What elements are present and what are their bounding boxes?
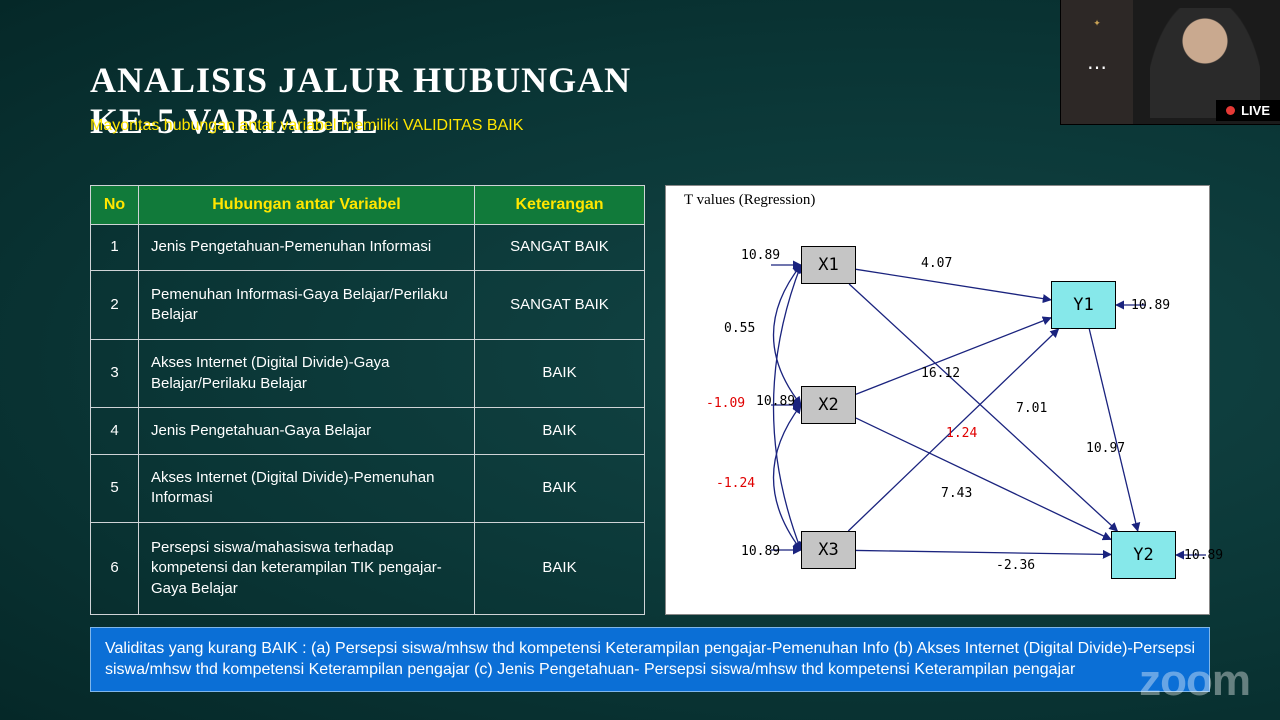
anchor-label: 10.89	[1131, 298, 1170, 313]
table-row: 1Jenis Pengetahuan-Pemenuhan InformasiSA…	[91, 224, 645, 270]
edge-label: 1.24	[946, 426, 977, 441]
cell-relation: Akses Internet (Digital Divide)-Pemenuha…	[139, 454, 475, 523]
cell-keterangan: BAIK	[475, 339, 645, 408]
cell-keterangan: BAIK	[475, 408, 645, 454]
anchor-label: 10.89	[741, 248, 780, 263]
cell-no: 3	[91, 339, 139, 408]
table-row: 6Persepsi siswa/mahasiswa terhadap kompe…	[91, 523, 645, 614]
cov-edge-label: -1.24	[716, 476, 755, 491]
table-header-row: No Hubungan antar Variabel Keterangan	[91, 185, 645, 224]
path-diagram: T values (Regression) X1X2X3Y1Y2 4.0716.…	[665, 185, 1210, 615]
edge-label: 7.01	[1016, 401, 1047, 416]
cell-no: 6	[91, 523, 139, 614]
cell-relation: Persepsi siswa/mahasiswa terhadap kompet…	[139, 523, 475, 614]
diagram-node-y1: Y1	[1051, 281, 1116, 329]
cell-relation: Jenis Pengetahuan-Pemenuhan Informasi	[139, 224, 475, 270]
live-badge: LIVE	[1216, 100, 1280, 121]
cell-relation: Jenis Pengetahuan-Gaya Belajar	[139, 408, 475, 454]
footer-note: Validitas yang kurang BAIK : (a) Perseps…	[90, 627, 1210, 692]
cell-no: 4	[91, 408, 139, 454]
edge-label: 10.97	[1086, 441, 1125, 456]
cov-edge-label: -1.09	[706, 396, 745, 411]
diagram-source-label: Sumber : Olahan Tim Peneliti PJJ UI-Tano…	[668, 593, 986, 609]
zoom-watermark-icon: zoom	[1139, 656, 1250, 706]
cell-no: 5	[91, 454, 139, 523]
table-row: 4Jenis Pengetahuan-Gaya BelajarBAIK	[91, 408, 645, 454]
cell-relation: Pemenuhan Informasi-Gaya Belajar/Perilak…	[139, 270, 475, 339]
cell-keterangan: BAIK	[475, 454, 645, 523]
content-row: No Hubungan antar Variabel Keterangan 1J…	[90, 185, 1220, 615]
table-row: 5Akses Internet (Digital Divide)-Pemenuh…	[91, 454, 645, 523]
edge-label: 7.43	[941, 486, 972, 501]
diagram-node-x3: X3	[801, 531, 856, 569]
cell-keterangan: SANGAT BAIK	[475, 270, 645, 339]
diagram-node-x1: X1	[801, 246, 856, 284]
cov-edge-label: 0.55	[724, 321, 755, 336]
edge-label: 4.07	[921, 256, 952, 271]
th-rel: Hubungan antar Variabel	[139, 185, 475, 224]
th-ket: Keterangan	[475, 185, 645, 224]
cell-no: 2	[91, 270, 139, 339]
webcam-menu-icon[interactable]: ⋯	[1087, 55, 1109, 80]
cell-no: 1	[91, 224, 139, 270]
cell-relation: Akses Internet (Digital Divide)-Gaya Bel…	[139, 339, 475, 408]
edge-label: 16.12	[921, 366, 960, 381]
edge-label: -2.36	[996, 558, 1035, 573]
cell-keterangan: BAIK	[475, 523, 645, 614]
anchor-label: 10.89	[1184, 548, 1223, 563]
diagram-node-x2: X2	[801, 386, 856, 424]
table-body: 1Jenis Pengetahuan-Pemenuhan InformasiSA…	[91, 224, 645, 614]
cell-keterangan: SANGAT BAIK	[475, 224, 645, 270]
anchor-label: 10.89	[756, 394, 795, 409]
variable-relation-table: No Hubungan antar Variabel Keterangan 1J…	[90, 185, 645, 615]
table-row: 2Pemenuhan Informasi-Gaya Belajar/Perila…	[91, 270, 645, 339]
title-line1: ANALISIS JALUR HUBUNGAN	[90, 60, 631, 100]
slide-subtitle: Mayoritas hubungan antar variabel memili…	[90, 117, 523, 135]
diagram-node-y2: Y2	[1111, 531, 1176, 579]
live-label: LIVE	[1241, 103, 1270, 118]
anchor-label: 10.89	[741, 544, 780, 559]
th-no: No	[91, 185, 139, 224]
table-row: 3Akses Internet (Digital Divide)-Gaya Be…	[91, 339, 645, 408]
